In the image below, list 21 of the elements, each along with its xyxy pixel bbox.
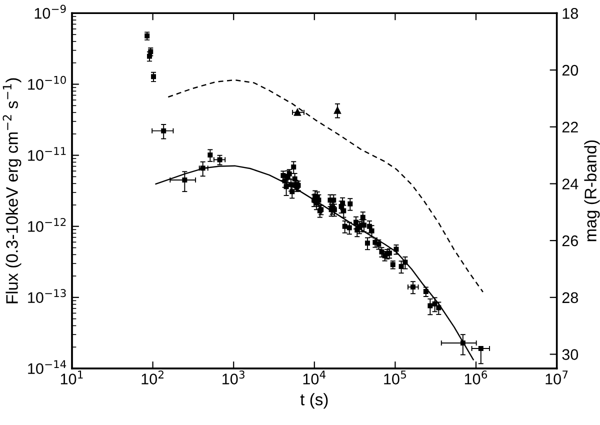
y2-tick-label: 30 [562, 349, 578, 360]
y2-tick-label: 20 [562, 64, 578, 76]
y2-tick-label: 24 [562, 178, 578, 190]
y2-tick-label: 28 [562, 292, 578, 304]
y-tick-label: 10$^{−13}$ [28, 289, 66, 303]
y-tick-label: 10$^{−10}$ [28, 76, 66, 90]
y2-tick-label: 18 [562, 8, 578, 19]
y-axis-title: Flux (0.3-10keV erg cm$^{−2}$ s$^{−1}$) [2, 78, 22, 304]
y2-tick-label: 26 [562, 235, 578, 246]
y2-axis-title: mag (R-band) [584, 140, 600, 242]
y-tick-label: 10$^{−11}$ [28, 147, 66, 161]
x-tick-label: 10$^{7}$ [546, 370, 568, 384]
x-tick-label: 10$^{5}$ [384, 370, 406, 384]
y-tick-label: 10$^{−9}$ [34, 4, 66, 19]
x-tick-label: 10$^{4}$ [303, 370, 326, 384]
x-axis-title: t (s) [300, 393, 328, 409]
y-tick-label: 10$^{−12}$ [28, 218, 66, 232]
x-tick-label: 10$^{2}$ [142, 370, 164, 384]
x-tick-label: 10$^{6}$ [464, 370, 488, 384]
x-tick-label: 10$^{3}$ [222, 370, 244, 384]
y2-tick-label: 22 [562, 122, 578, 132]
